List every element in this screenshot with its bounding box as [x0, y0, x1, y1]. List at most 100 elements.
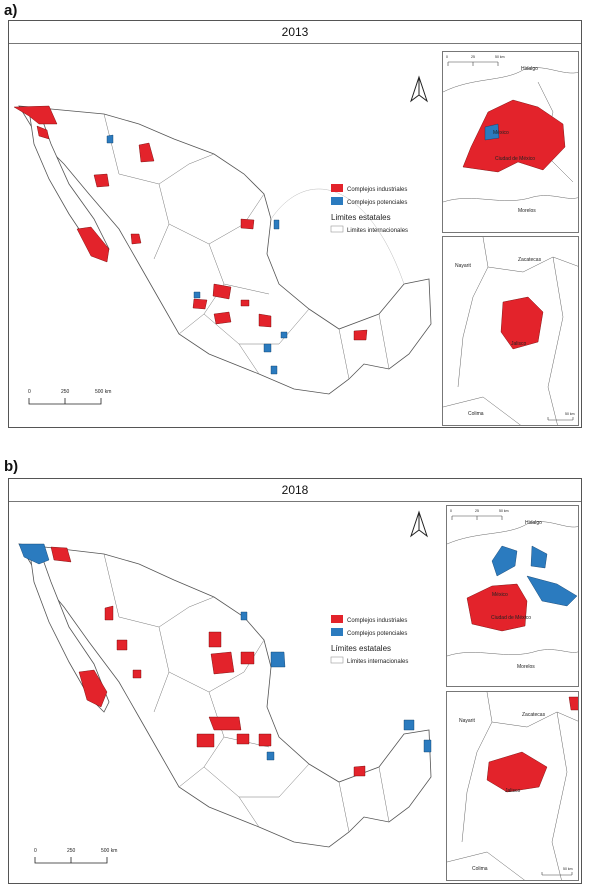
industrial-mexicali-b [50, 546, 72, 563]
industrial-bajio [213, 311, 232, 325]
legend-intl-label-b: Límites internacionales [347, 659, 408, 665]
inset-b-cdmx: Ciudad de México [491, 615, 531, 621]
industrial-baja-sur [76, 226, 110, 263]
inset-a-morelos: Morelos [518, 208, 536, 214]
legend-state-limits: Limites estatales [331, 213, 391, 222]
potential-tamaulipas [273, 219, 280, 230]
potential-complexes [106, 134, 288, 375]
industrial-complexes-b [50, 546, 366, 777]
inset-b-industrial [466, 583, 528, 632]
scale-zero: 0 [28, 389, 31, 395]
industrial-ensenada [36, 125, 50, 140]
inset-b2-nayarit: Nayarit [459, 718, 475, 724]
panel-a-title-rule [9, 43, 581, 44]
legend-potential-label-b: Complejos potenciales [347, 631, 407, 637]
inset-a2-zacatecas: Zacatecas [518, 257, 542, 263]
potential-puebla [280, 331, 288, 339]
panel-a-main-map: Complejos industriales Complejos potenci… [13, 75, 432, 405]
potential-tijuana-b [18, 543, 50, 565]
panel-b-inset-cdmx: 0 25 50 km Hidalgo México Ciudad de Méxi… [446, 505, 579, 687]
scale-mid-b: 250 [67, 848, 76, 854]
scale-end-b: 500 km [101, 848, 117, 854]
inset-a-scale-end: 50 km [495, 55, 505, 59]
potential-yucatan-b [403, 719, 415, 731]
scale-mid: 250 [61, 389, 70, 395]
inset-a2-colima: Colima [468, 411, 484, 417]
inset-a2-jalisco: Jalisco [511, 341, 527, 347]
scale-zero-b: 0 [34, 848, 37, 854]
panel-a-inset-jalisco: Nayarit Zacatecas Jalisco Colima 50 km [442, 236, 579, 426]
legend-industrial-swatch-b [331, 615, 343, 623]
gulf-coast [270, 188, 405, 285]
industrial-villahermosa-b [353, 765, 366, 777]
industrial-villahermosa [353, 329, 368, 341]
potential-quintana-roo-b [423, 739, 432, 753]
inset-b-scale-mid: 25 [475, 509, 479, 513]
legend-intl-swatch-b [330, 656, 344, 664]
industrial-monterrey [240, 218, 255, 230]
scale-bar: 0 250 500 km [28, 389, 111, 405]
legend-industrial-label-b: Complejos industriales [347, 618, 407, 624]
north-arrow-icon-b [410, 510, 428, 538]
industrial-complexes [13, 105, 368, 341]
inset-b2-colima: Colima [472, 866, 488, 872]
potential-nayarit [193, 291, 201, 299]
inset-b2-industrial [486, 696, 578, 793]
industrial-chihuahua [138, 142, 155, 163]
legend-potential-label: Complejos potenciales [347, 200, 407, 206]
industrial-guadalajara [192, 298, 208, 310]
inset-a-hidalgo: Hidalgo [521, 66, 538, 72]
inset-a-mexico: México [493, 130, 509, 136]
industrial-bajio-b [208, 716, 242, 731]
industrial-culiacan [130, 233, 142, 245]
industrial-monterrey-b [240, 651, 255, 665]
inset-a-scale-zero: 0 [446, 55, 448, 59]
inset-a2-state-lines [443, 237, 578, 425]
inset-a-industrial [462, 99, 566, 173]
panel-a-frame: 2013 [8, 20, 582, 428]
potential-guerrero [263, 343, 272, 353]
potential-puebla-b [266, 751, 275, 761]
panel-b-main-map: Complejos industriales Complejos potenci… [18, 510, 432, 864]
industrial-aguascalientes [212, 283, 232, 300]
legend-b: Complejos industriales Complejos potenci… [330, 615, 408, 665]
industrial-sonora-south-b [116, 639, 128, 651]
legend-industrial-swatch [331, 184, 343, 192]
legend-intl-label: Limites internacionales [347, 228, 408, 234]
legend-intl-swatch [330, 225, 344, 233]
state-boundaries [103, 113, 390, 380]
potential-sonora [106, 134, 114, 144]
panel-b-frame: 2018 [8, 478, 582, 884]
industrial-hermosillo [93, 173, 110, 188]
industrial-hermosillo-b [104, 605, 114, 621]
inset-a2-industrial [500, 296, 544, 350]
industrial-baja-sur-b [78, 669, 108, 708]
industrial-guadalajara-b [196, 733, 215, 748]
legend-potential-swatch-b [331, 628, 343, 636]
legend-potential-swatch [331, 197, 343, 205]
mexico-outline-b [18, 543, 432, 848]
potential-coahuila-b [240, 611, 248, 621]
legend-industrial-label: Complejos industriales [347, 187, 407, 193]
panel-b-year: 2018 [281, 483, 309, 497]
inset-b2-jalisco: Jalisco [505, 788, 521, 794]
north-arrow-icon [410, 75, 428, 103]
inset-b-scale-end: 50 km [499, 509, 509, 513]
inset-b-scale-zero: 0 [450, 509, 452, 513]
panel-b-inset-jalisco: Nayarit Zacatecas Jalisco Colima 50 km [446, 691, 579, 881]
panel-b-letter: b) [4, 458, 19, 475]
inset-b2-zacatecas: Zacatecas [522, 712, 546, 718]
potential-oaxaca [270, 365, 278, 375]
scale-end: 500 km [95, 389, 111, 395]
legend: Complejos industriales Complejos potenci… [330, 184, 408, 234]
inset-b2-scale-end: 50 km [563, 867, 573, 871]
industrial-cdmx [258, 313, 272, 328]
inset-b-mexico: México [492, 592, 508, 598]
inset-b-potential [491, 545, 578, 607]
inset-b-morelos: Morelos [517, 664, 535, 670]
inset-a-cdmx: Ciudad de México [495, 156, 535, 162]
potential-tamaulipas-b [270, 651, 286, 668]
inset-a-potential [484, 123, 500, 141]
industrial-queretaro-b [236, 733, 250, 745]
industrial-cdmx-b [258, 733, 272, 747]
